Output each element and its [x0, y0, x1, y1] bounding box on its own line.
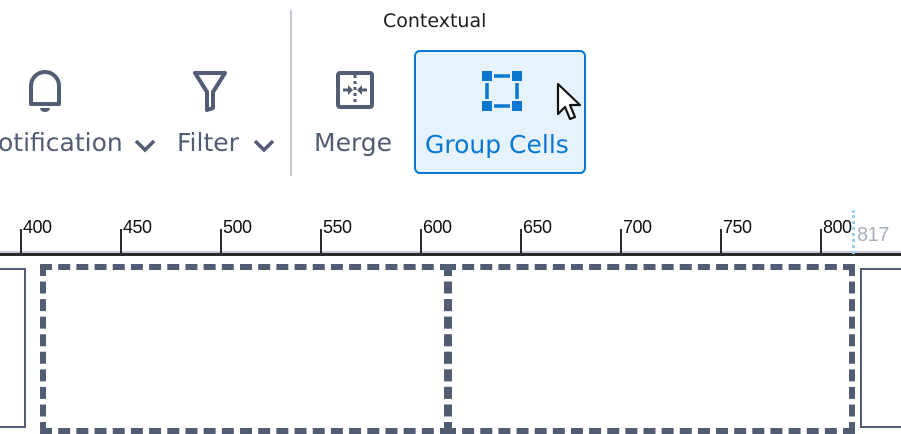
ruler-marker-label: 817 — [857, 224, 889, 246]
ruler-tick-label: 800 — [823, 217, 852, 237]
ruler-tick — [120, 229, 122, 253]
ruler-tick-label: 400 — [23, 217, 52, 237]
ruler-tick-label: 500 — [223, 217, 252, 237]
ruler-tick — [520, 229, 522, 253]
merge-icon — [336, 71, 374, 109]
ruler-tick-label: 600 — [423, 217, 452, 237]
filter-icon — [193, 71, 227, 112]
ruler-tick — [320, 229, 322, 253]
selected-cell-1[interactable] — [40, 264, 452, 434]
merge-label: Merge — [314, 128, 393, 157]
ruler-position-marker — [852, 210, 855, 254]
ruler-tick-label: 700 — [623, 217, 652, 237]
ruler-tick — [20, 229, 22, 253]
group-cells-label: Group Cells — [425, 130, 569, 159]
ruler-tick — [720, 229, 722, 253]
ribbon-separator — [290, 10, 292, 176]
chevron-down-icon — [134, 139, 156, 153]
ruler-tick — [220, 229, 222, 253]
contextual-group-title: Contextual — [383, 10, 487, 32]
ruler-tick-label: 750 — [723, 217, 752, 237]
filter-label: Filter — [177, 128, 239, 157]
mouse-cursor-icon — [556, 82, 582, 121]
selected-cell-2[interactable] — [444, 264, 855, 434]
cell-right-partial[interactable] — [860, 268, 901, 428]
ruler-tick — [620, 229, 622, 253]
bell-icon — [29, 70, 61, 112]
chevron-down-icon — [253, 139, 275, 153]
merge-button[interactable]: Merge — [305, 60, 405, 175]
ruler-tick-label: 550 — [323, 217, 352, 237]
notification-button[interactable]: otification — [0, 60, 160, 175]
ruler-tick-label: 650 — [523, 217, 552, 237]
ruler-top-line — [0, 251, 901, 253]
ruler-tick — [820, 229, 822, 253]
notification-label: otification — [0, 128, 123, 157]
ruler-tick-label: 450 — [123, 217, 152, 237]
cell-left-partial[interactable] — [0, 268, 26, 428]
filter-button[interactable]: Filter — [172, 60, 282, 175]
ruler-tick — [420, 229, 422, 253]
group-cells-icon — [482, 71, 522, 111]
ruler-baseline — [0, 253, 901, 256]
